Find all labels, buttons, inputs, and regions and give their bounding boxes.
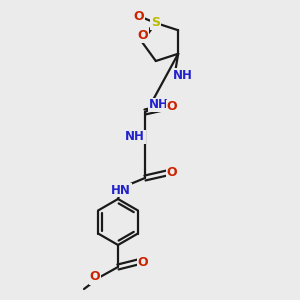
Text: HN: HN [111,184,131,196]
Text: NH: NH [149,98,169,112]
Text: O: O [90,271,100,284]
Text: NH: NH [125,130,145,143]
Text: O: O [137,29,148,42]
Text: O: O [134,10,144,23]
Text: O: O [138,256,148,268]
Text: NH: NH [173,69,193,82]
Text: S: S [151,16,160,29]
Text: O: O [167,100,177,113]
Text: O: O [167,167,177,179]
